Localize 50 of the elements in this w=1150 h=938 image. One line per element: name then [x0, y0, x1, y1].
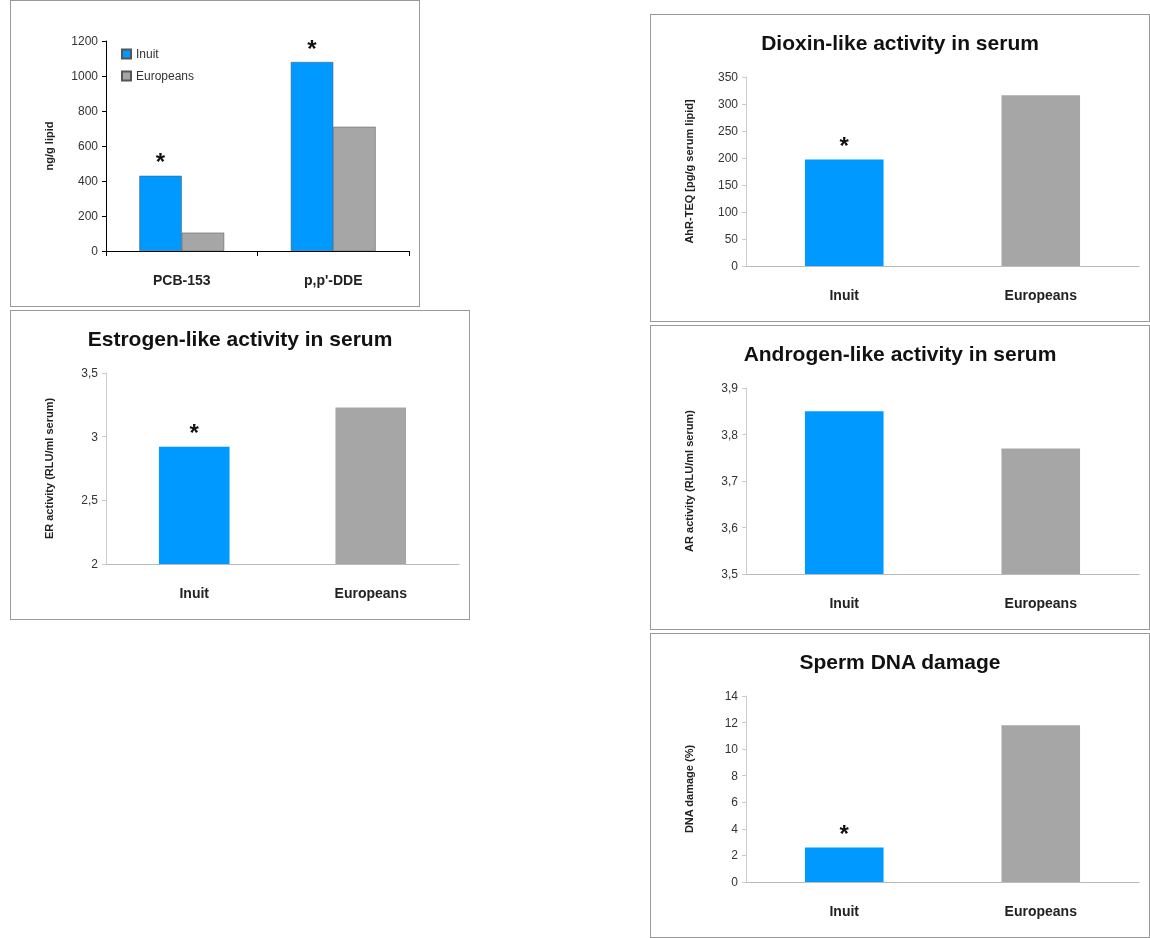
y-tick-label: 2: [731, 848, 739, 863]
y-tick-label: 6: [731, 795, 739, 810]
annotation: *: [189, 419, 200, 447]
y-tick-label: 3,7: [721, 474, 739, 488]
y-axis-title: ng/g lipid: [42, 121, 55, 171]
annotation: *: [307, 34, 318, 62]
y-tick-label: 0: [731, 259, 739, 273]
y-tick-label: 200: [717, 151, 739, 165]
annotation: *: [839, 819, 850, 847]
y-tick-label: 3,5: [721, 567, 739, 581]
y-axis-title: DNA damage (%): [682, 744, 695, 834]
chart-title: Sperm DNA damage: [799, 650, 1001, 673]
legend-label: Inuit: [136, 47, 160, 61]
y-tick-label: 0: [91, 244, 99, 258]
y-axis-title: AhR-TEQ [pg/g serum lipid]: [682, 99, 695, 244]
annotation: *: [839, 132, 850, 160]
y-axis-title: AR activity (RLU/ml serum): [682, 409, 695, 552]
y-tick-label: 8: [731, 768, 739, 783]
y-tick-label: 3,6: [721, 520, 739, 535]
y-tick-label: 0: [731, 875, 739, 889]
x-tick-label: p,p'-DDE: [303, 272, 363, 288]
y-tick-label: 2,5: [81, 493, 99, 508]
y-tick-label: 150: [717, 178, 739, 192]
y-tick-label: 3: [91, 429, 99, 444]
y-tick-label: 350: [717, 70, 739, 84]
y-tick-label: 50: [724, 232, 739, 246]
y-tick-label: 10: [724, 742, 739, 757]
y-tick-label: 4: [731, 821, 739, 836]
x-tick-label: PCB-153: [152, 272, 211, 288]
y-tick-label: 800: [77, 104, 99, 118]
y-tick-label: 12: [724, 715, 739, 730]
y-tick-label: 3,5: [81, 366, 99, 380]
y-tick-label: 250: [717, 124, 739, 138]
y-tick-label: 200: [77, 209, 99, 223]
y-tick-label: 600: [77, 139, 99, 153]
y-tick-label: 1000: [71, 69, 99, 83]
y-tick-label: 1200: [71, 34, 99, 48]
chart-title: Estrogen-like activity in serum: [87, 327, 393, 350]
y-tick-label: 14: [724, 689, 739, 703]
y-tick-label: 400: [77, 174, 99, 188]
y-tick-label: 100: [717, 205, 739, 219]
chart-title: Dioxin-like activity in serum: [761, 31, 1039, 54]
y-tick-label: 3,8: [721, 427, 739, 442]
chart-title: Androgen-like activity in serum: [743, 342, 1057, 365]
legend-label: Europeans: [136, 69, 195, 83]
y-axis-title: ER activity (RLU/ml serum): [42, 397, 55, 540]
y-tick-label: 300: [717, 97, 739, 111]
annotation: *: [155, 148, 166, 176]
y-tick-label: 3,9: [721, 381, 739, 395]
y-tick-label: 2: [91, 557, 99, 571]
